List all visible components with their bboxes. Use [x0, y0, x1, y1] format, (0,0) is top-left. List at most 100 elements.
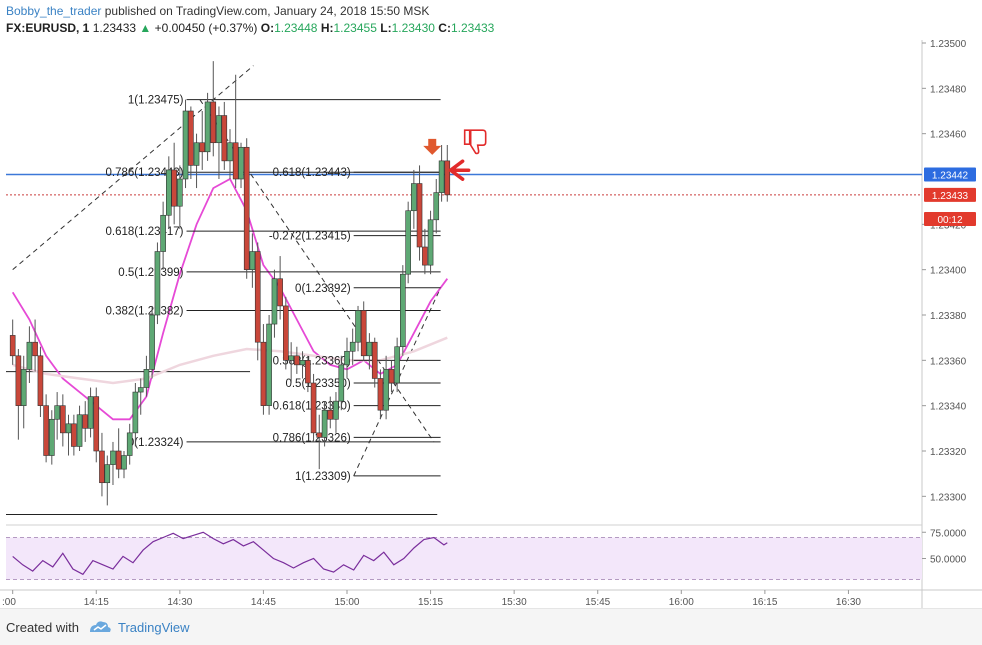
open-label: O:: [260, 21, 275, 35]
candle-body: [149, 314, 155, 370]
candle-body: [26, 341, 33, 370]
x-tick-label: 15:45: [585, 597, 610, 608]
candle-body: [383, 369, 389, 411]
fib-level-label: 0.382(1.23382): [106, 305, 184, 317]
candle-body: [310, 382, 317, 434]
y-tick-label: 1.23480: [930, 84, 967, 95]
candle-body: [171, 169, 177, 207]
tradingview-brand-link[interactable]: TradingView: [118, 620, 190, 635]
y-tick-label: 1.23400: [930, 266, 967, 277]
y-tick-label: 1.23460: [930, 130, 967, 141]
fib-level-label: 0.786(1.23443): [106, 167, 184, 179]
x-tick-label: 14:15: [84, 597, 109, 608]
candle-body: [400, 273, 406, 348]
publish-line: Bobby_the_trader published on TradingVie…: [6, 4, 429, 18]
left-arrow-icon: [448, 159, 471, 181]
fib-level-label: 1(1.23475): [128, 95, 184, 107]
candle-body: [260, 341, 267, 406]
candle-body: [327, 409, 334, 420]
fib-level-label: -0.272(1.23415): [269, 231, 351, 243]
candle-body: [193, 142, 200, 166]
symbol-line: FX:EURUSD, 1 1.23433 ▲ +0.00450 (+0.37%)…: [6, 21, 494, 35]
y-tick-label: 1.23340: [930, 402, 967, 413]
price-marker-box: [924, 167, 976, 182]
symbol-label: FX:EURUSD, 1: [6, 21, 90, 35]
thumbs-down-icon: [463, 129, 487, 155]
x-tick-label: 15:30: [502, 597, 527, 608]
close-value: 1.23433: [450, 21, 495, 35]
rsi-band: [6, 537, 922, 580]
candle-body: [9, 335, 16, 357]
candle-body: [210, 101, 217, 144]
candle-body: [166, 169, 172, 216]
candle-body: [366, 341, 373, 357]
rsi-tick-label: 75.0000: [930, 528, 967, 539]
candle-body: [232, 142, 239, 180]
open-value: 1.23448: [274, 21, 318, 35]
y-tick-label: 1.23380: [930, 311, 967, 322]
candle-body: [82, 414, 89, 429]
candle-body: [227, 142, 233, 162]
candle-body: [444, 160, 451, 196]
price-marker-box: [924, 212, 976, 226]
candle-body: [316, 432, 323, 438]
price-marker-box: [924, 187, 976, 202]
candle-body: [132, 391, 139, 434]
candle-body: [221, 115, 228, 162]
candle-body: [377, 378, 384, 411]
high-value: 1.23455: [333, 21, 377, 35]
candle-body: [333, 400, 339, 420]
low-label: L:: [380, 21, 392, 35]
candle-body: [427, 219, 434, 266]
dashed-trend-line: [199, 99, 435, 443]
candle-body: [349, 341, 356, 352]
x-tick-label: 15:15: [418, 597, 443, 608]
low-value: 1.23430: [391, 21, 435, 35]
x-tick-label: 15:00: [334, 597, 359, 608]
candle-body: [266, 323, 272, 406]
candle-body: [294, 355, 300, 366]
candle-body: [104, 464, 111, 484]
candle-body: [160, 214, 166, 252]
candle-body: [126, 432, 133, 456]
candle-body: [338, 364, 345, 402]
candle-body: [182, 110, 189, 180]
candle-body: [121, 455, 127, 470]
high-label: H:: [320, 21, 334, 35]
candle-body: [188, 110, 194, 166]
candle-body: [48, 418, 55, 456]
y-tick-label: 1.23320: [930, 447, 967, 458]
change-arrow: ▲: [139, 21, 152, 35]
candle-body: [15, 355, 22, 406]
price-chart[interactable]: 1.235001.234801.234601.234201.234001.233…: [0, 40, 982, 608]
tradingview-logo-icon[interactable]: [88, 619, 112, 640]
candle-body: [321, 409, 328, 438]
candle-body: [394, 346, 400, 384]
candle-body: [76, 414, 83, 447]
rsi-tick-label: 50.0000: [930, 555, 967, 566]
fib-level-label: 0(1.23324): [128, 437, 184, 449]
candle-body: [355, 310, 361, 343]
candle-body: [71, 423, 77, 447]
candle-body: [422, 246, 428, 266]
created-with-text: Created with: [6, 620, 79, 635]
candle-body: [110, 450, 116, 465]
fib-level-label: 0(1.23392): [295, 283, 351, 295]
rsi-line: [12, 531, 448, 576]
candle-body: [143, 369, 150, 388]
candle-body: [87, 396, 94, 429]
candle-body: [54, 405, 60, 420]
y-tick-label: 1.23500: [930, 40, 967, 50]
fib-level-label: 0.618(1.23443): [273, 167, 351, 179]
x-tick-label: 14:30: [167, 597, 192, 608]
candle-body: [177, 178, 183, 207]
footer: Created with TradingView: [0, 608, 982, 645]
author-link[interactable]: Bobby_the_trader: [6, 4, 102, 18]
candle-body: [137, 387, 144, 393]
candle-body: [238, 146, 244, 180]
candle-body: [344, 350, 350, 366]
candle-body: [411, 183, 417, 212]
candle-body: [288, 355, 294, 361]
close-label: C:: [438, 21, 451, 35]
x-tick-label: 14:45: [251, 597, 276, 608]
